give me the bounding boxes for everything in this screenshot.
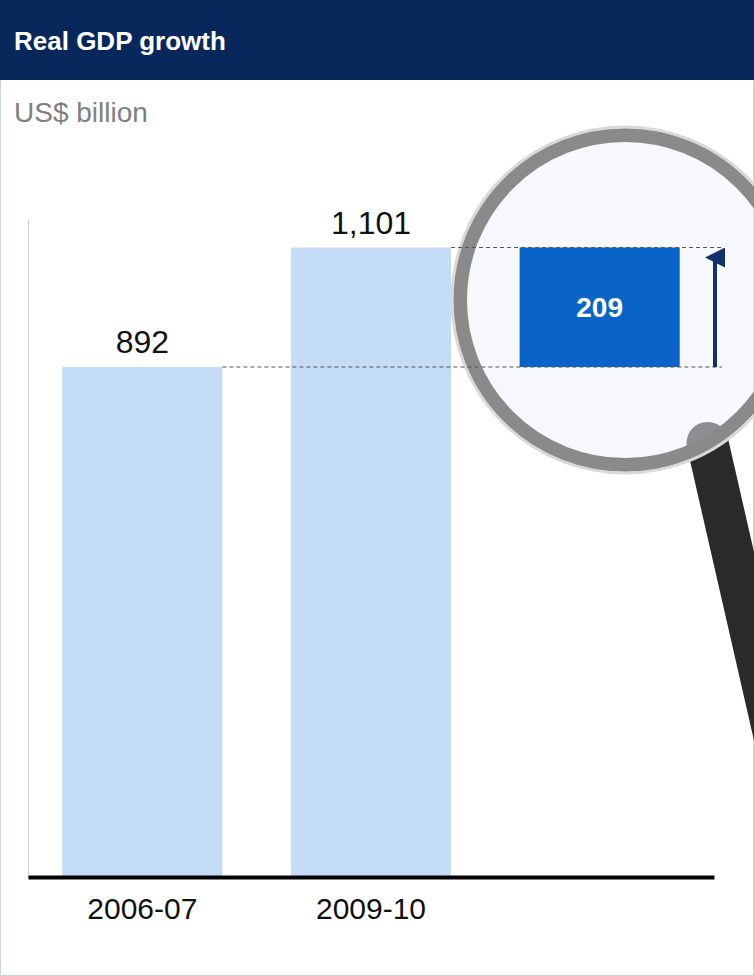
y-axis <box>28 220 29 878</box>
x-tick: 2006-07 <box>87 877 197 925</box>
arrow <box>713 258 717 367</box>
marks <box>62 248 679 877</box>
difference-label: 209 <box>576 292 623 323</box>
bar <box>62 367 222 877</box>
magnifier-handle <box>708 443 754 760</box>
guide-line <box>451 247 722 248</box>
magnifier-lens <box>460 135 754 465</box>
y-axis-line <box>28 220 29 878</box>
data-label: 892 <box>116 324 169 360</box>
title-bar <box>0 0 754 80</box>
x-tick: 2009-10 <box>316 877 426 925</box>
subtitle: US$ billion <box>14 97 148 128</box>
x-axis: 2006-07 2009-10 <box>29 877 715 925</box>
difference-box <box>520 248 680 367</box>
x-tick-label: 2006-07 <box>87 892 197 925</box>
title: Real GDP growth <box>14 26 226 56</box>
magnifier-rim <box>452 127 754 473</box>
magnifier <box>452 127 754 760</box>
guide-line <box>222 367 722 368</box>
x-tick-label: 2009-10 <box>316 892 426 925</box>
x-axis-line <box>29 876 715 880</box>
data-label: 1,101 <box>331 205 411 241</box>
chart: Real GDP growth US$ billion 209 892 1,101 200… <box>0 0 754 976</box>
bar <box>291 248 451 877</box>
